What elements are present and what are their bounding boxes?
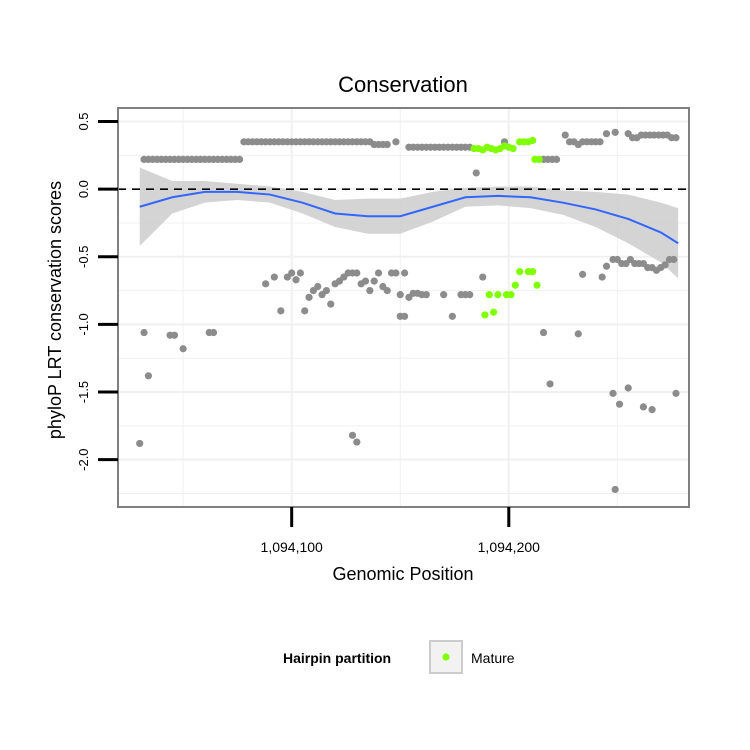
point-other (479, 273, 487, 281)
point-other (672, 134, 680, 142)
point-other (301, 307, 309, 315)
point-other (400, 312, 409, 320)
point-other (370, 277, 378, 285)
point-other (374, 269, 383, 277)
point-other (546, 380, 554, 388)
point-other (670, 255, 678, 264)
point-other (609, 389, 617, 397)
point-other (448, 312, 456, 320)
point-mature (509, 144, 517, 153)
smooth-line (139, 190, 679, 245)
point-other (366, 286, 374, 295)
point-other (383, 286, 391, 295)
legend: Hairpin partition Mature (283, 640, 515, 674)
y-axis-label: phyloP LRT conservation scores (45, 181, 65, 439)
point-other (392, 269, 400, 277)
point-other (396, 291, 404, 299)
point-mature (511, 281, 519, 289)
point-mature (490, 308, 498, 316)
point-other (602, 130, 611, 138)
x-tick-label: 1,094,200 (478, 539, 540, 555)
chart-title: Conservation (338, 72, 468, 97)
point-other (305, 293, 313, 301)
point-other (140, 328, 148, 337)
point-other (672, 389, 680, 397)
point-mature (485, 291, 493, 299)
point-other (348, 431, 357, 439)
point-other (322, 286, 331, 295)
point-other (472, 169, 480, 177)
point-mature (494, 291, 502, 299)
y-tick-label: -1.0 (76, 313, 91, 335)
point-other (574, 330, 582, 338)
x-axis-label: Genomic Position (332, 564, 473, 584)
axes: 0.5 0.0 -0.5 -1.0 -1.5 -2.0 1,094,100 1,094,200 (76, 112, 540, 555)
point-mature (529, 136, 537, 145)
point-other (648, 406, 656, 414)
legend-label-mature: Mature (471, 650, 515, 666)
point-other (136, 439, 144, 448)
point-other (661, 261, 669, 269)
point-other (327, 300, 335, 308)
point-other (353, 269, 361, 277)
point-other (400, 269, 409, 277)
point-other (170, 331, 179, 339)
point-other (353, 438, 361, 446)
point-other (179, 345, 187, 353)
point-mature (481, 311, 489, 319)
point-other (552, 155, 561, 163)
point-other (392, 138, 400, 146)
point-other (270, 273, 278, 281)
point-other (144, 372, 152, 380)
point-mature (507, 291, 515, 299)
point-other (615, 400, 624, 408)
point-mature (529, 268, 537, 276)
y-tick-label: -2.0 (76, 448, 91, 470)
point-other (383, 140, 391, 149)
panel-background (118, 108, 689, 507)
point-other (602, 262, 611, 270)
data-points (136, 128, 680, 494)
point-other (422, 291, 430, 299)
y-tick-label: -1.5 (76, 381, 91, 403)
point-other (579, 270, 587, 278)
point-other (611, 485, 619, 494)
point-other (262, 280, 270, 288)
point-other (361, 277, 370, 285)
point-other (235, 155, 244, 163)
point-other (296, 269, 304, 277)
point-other (314, 282, 322, 291)
legend-title: Hairpin partition (283, 650, 391, 666)
y-tick-label: 0.5 (76, 112, 91, 130)
point-other (611, 128, 619, 136)
point-other (292, 276, 300, 284)
point-other (539, 328, 548, 337)
point-other (440, 291, 448, 299)
y-tick-label: 0.0 (76, 180, 91, 198)
point-other (598, 273, 606, 281)
smooth-line-group (139, 190, 679, 245)
point-other (209, 328, 218, 337)
y-tick-label: -0.5 (76, 246, 91, 268)
point-other (277, 307, 285, 315)
point-mature (516, 268, 524, 276)
point-other (561, 131, 569, 139)
panel-border (117, 107, 690, 508)
x-tick-label: 1,094,100 (261, 539, 323, 555)
point-other (466, 291, 474, 299)
point-mature (533, 281, 541, 289)
legend-key-mature (442, 653, 450, 661)
point-other (596, 138, 604, 146)
grid-lines (118, 108, 689, 507)
point-other (624, 384, 632, 392)
point-other (288, 269, 296, 277)
point-other (639, 403, 648, 411)
point-mature (535, 155, 543, 163)
